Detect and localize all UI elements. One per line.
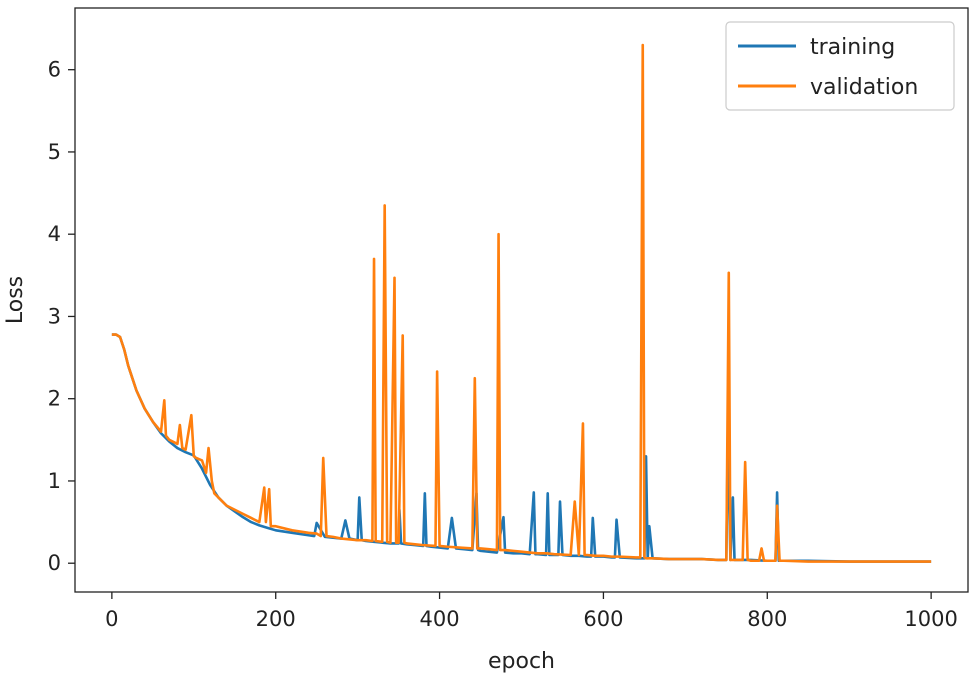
y-axis-label: Loss [3, 276, 28, 324]
axes: 0 200 400 600 800 1000 0 1 2 3 4 5 6 [48, 7, 969, 631]
y-tick-label: 1 [48, 469, 61, 493]
y-tick-label: 0 [48, 551, 61, 575]
legend-box [725, 21, 955, 111]
x-tick-label: 0 [105, 607, 118, 631]
legend-label-validation: validation [810, 75, 918, 100]
y-tick-label: 3 [48, 304, 61, 328]
x-tick-label: 200 [256, 607, 296, 631]
series-line-training [111, 333, 932, 563]
legend-label-training: training [810, 35, 895, 60]
plot-frame [74, 7, 969, 593]
x-axis-label: epoch [488, 649, 555, 674]
y-tick-label: 5 [48, 140, 61, 164]
x-tick-label: 600 [583, 607, 623, 631]
x-tick-label: 1000 [904, 607, 957, 631]
series-line-validation [111, 43, 932, 563]
plot-area [111, 43, 932, 563]
x-tick-label: 400 [420, 607, 460, 631]
y-tick-label: 4 [48, 222, 61, 246]
legend: training validation [725, 21, 955, 111]
y-tick-label: 6 [48, 58, 61, 82]
y-tick-label: 2 [48, 387, 61, 411]
x-tick-label: 800 [747, 607, 787, 631]
